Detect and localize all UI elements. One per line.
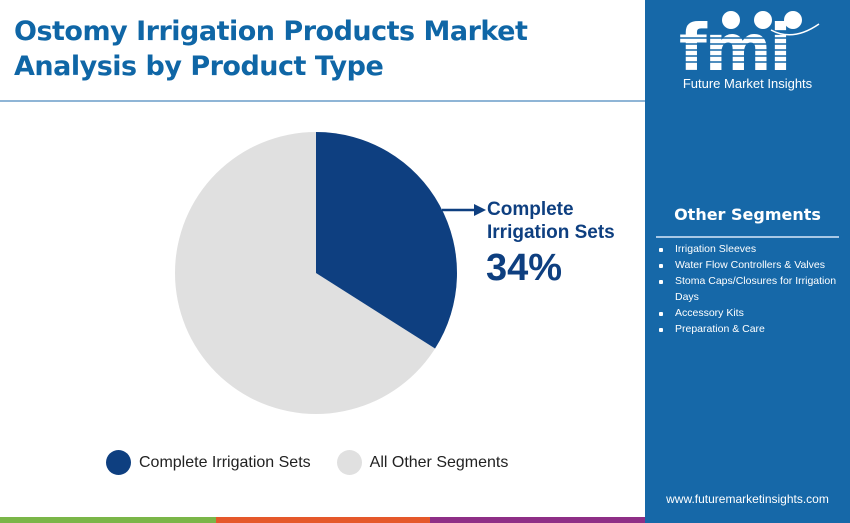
chart-legend: Complete Irrigation Sets All Other Segme… xyxy=(106,450,534,475)
legend-item-all-other-segments: All Other Segments xyxy=(336,450,509,475)
other-segments-title: Other Segments xyxy=(674,205,821,224)
chart-title: Ostomy Irrigation Products Market Analys… xyxy=(14,14,634,84)
logo-subtitle: Future Market Insights xyxy=(682,76,813,91)
callout-value: 34% xyxy=(486,247,563,289)
segment-item: Preparation & Care xyxy=(659,322,839,338)
footer-bar-orange xyxy=(216,517,430,523)
legend-label: All Other Segments xyxy=(369,453,509,471)
segment-item: Water Flow Controllers & Valves xyxy=(659,258,839,274)
chart-title-line1: Ostomy Irrigation Products Market xyxy=(14,16,528,47)
footer-bar-green xyxy=(0,517,216,523)
legend-item-complete-irrigation-sets: Complete Irrigation Sets xyxy=(106,450,311,475)
other-segments-list: Irrigation Sleeves Water Flow Controller… xyxy=(659,242,839,338)
sidebar-panel: fmi Future Market Insights Other Segment… xyxy=(645,0,850,523)
website-url: www.futuremarketinsights.com xyxy=(666,492,829,506)
callout-arrow-icon xyxy=(442,204,486,216)
legend-swatch-primary xyxy=(106,450,131,475)
segment-item: Stoma Caps/Closures for Irrigation Days xyxy=(659,274,839,305)
legend-swatch-other xyxy=(336,450,362,475)
callout-label: Complete Irrigation Sets xyxy=(487,198,615,244)
footer-bar-purple xyxy=(430,517,645,523)
fmi-logo-icon: fmi xyxy=(675,11,825,86)
segments-divider xyxy=(656,236,839,238)
segment-item: Irrigation Sleeves xyxy=(659,242,839,258)
title-divider xyxy=(0,100,645,102)
callout-label-line1: Complete xyxy=(487,199,574,220)
pie-chart xyxy=(175,132,457,414)
callout-label-line2: Irrigation Sets xyxy=(487,222,615,243)
legend-label: Complete Irrigation Sets xyxy=(139,453,311,471)
segment-item: Accessory Kits xyxy=(659,306,839,322)
chart-title-line2: Analysis by Product Type xyxy=(14,51,384,82)
pie-slice-complete-irrigation-sets xyxy=(316,132,457,349)
